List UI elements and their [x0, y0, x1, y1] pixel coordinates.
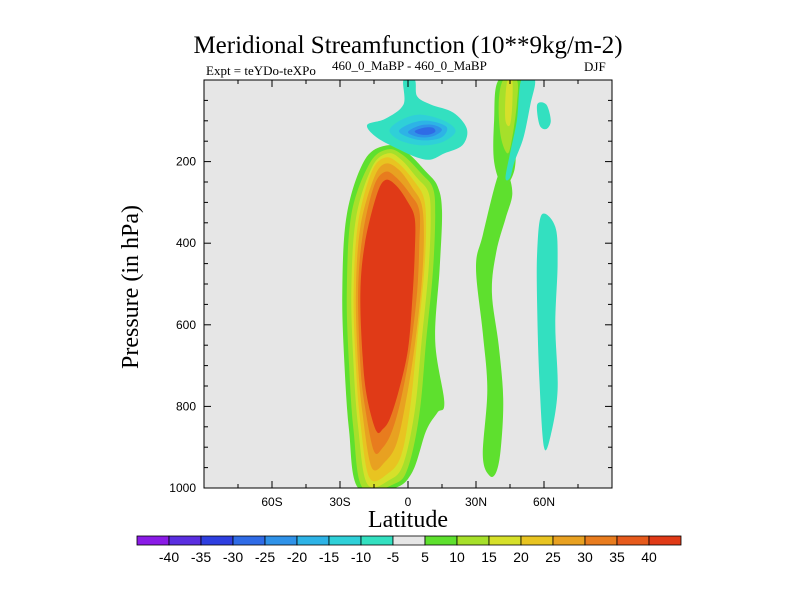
colorbar: -40 -35 -30 -25 -20 -15 -10 -5 5 10 15 20 25 30 35 40: [136, 535, 682, 565]
y-axis-title: Pressure (in hPa): [118, 205, 144, 369]
colorbar-label: -25: [255, 549, 275, 565]
chart-title: Meridional Streamfunction (10**9kg/m-2): [193, 32, 622, 59]
colorbar-label: -30: [223, 549, 243, 565]
colorbar-label: 25: [545, 549, 561, 565]
experiment-superscript: 460_0_MaBP - 460_0_MaBP: [332, 58, 487, 73]
colorbar-label: -20: [287, 549, 307, 565]
southern-hemisphere-positive-cell: [342, 144, 445, 488]
y-tick-label: 800: [176, 399, 196, 413]
northern-positive-tongue: [476, 168, 513, 477]
colorbar-swatch: [264, 535, 298, 546]
northern-negative-streaks: [505, 80, 558, 451]
colorbar-label: 10: [449, 549, 465, 565]
colorbar-label: 35: [609, 549, 625, 565]
colorbar-label: 40: [641, 549, 657, 565]
colorbar-label: -35: [191, 549, 211, 565]
x-axis-title: Latitude: [368, 507, 448, 533]
colorbar-swatch: [232, 535, 266, 546]
season-label: DJF: [584, 59, 606, 74]
colorbar-label: 15: [481, 549, 497, 565]
experiment-label: Expt = teYDo-teXPo: [206, 63, 316, 78]
colorbar-swatch: [136, 535, 170, 546]
colorbar-swatch: [392, 535, 426, 546]
contour-fills: [342, 80, 558, 488]
colorbar-swatch: [520, 535, 554, 546]
colorbar-swatch: [424, 535, 458, 546]
x-tick-label: 0: [405, 495, 412, 509]
axis-ticks: 60S 30S 0 30N 60N 200 400 600 800 1000: [169, 79, 613, 509]
x-tick-label: 30N: [465, 495, 487, 509]
colorbar-swatch: [616, 535, 650, 546]
colorbar-label: -40: [159, 549, 179, 565]
y-tick-label: 400: [176, 236, 196, 250]
colorbar-swatch: [360, 535, 394, 546]
x-tick-label: 60N: [533, 495, 555, 509]
colorbar-swatch: [200, 535, 234, 546]
colorbar-swatch: [648, 535, 682, 546]
northern-negative-streaks-level--5: [505, 80, 536, 181]
colorbar-label: -15: [319, 549, 339, 565]
colorbar-swatch: [456, 535, 490, 546]
y-tick-label: 600: [176, 318, 196, 332]
colorbar-swatch: [296, 535, 330, 546]
colorbar-swatch: [552, 535, 586, 546]
upper-equatorial-negative-cell-level--25: [414, 127, 436, 135]
upper-equatorial-negative-cell: [366, 80, 468, 160]
colorbar-label: 30: [577, 549, 593, 565]
colorbar-swatch: [328, 535, 362, 546]
northern-negative-streaks-level--5: [536, 213, 558, 451]
northern-negative-streaks-level--5: [536, 102, 551, 130]
colorbar-label: -5: [387, 549, 400, 565]
colorbar-label: 20: [513, 549, 529, 565]
x-tick-label: 30S: [329, 495, 350, 509]
colorbar-swatch: [168, 535, 202, 546]
southern-hemisphere-positive-cell-level-40: [360, 179, 416, 434]
colorbar-swatch: [584, 535, 618, 546]
upper-northern-positive-column-level-20: [505, 80, 513, 127]
colorbar-swatch: [488, 535, 522, 546]
x-tick-label: 60S: [261, 495, 282, 509]
y-tick-label: 1000: [169, 481, 196, 495]
colorbar-label: 5: [421, 549, 429, 565]
northern-positive-tongue-level-10: [476, 168, 513, 477]
y-tick-label: 200: [176, 155, 196, 169]
colorbar-label: -10: [351, 549, 371, 565]
